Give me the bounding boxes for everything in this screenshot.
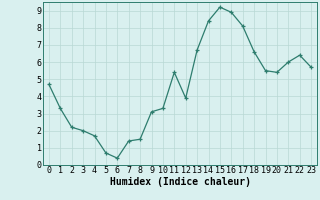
X-axis label: Humidex (Indice chaleur): Humidex (Indice chaleur)	[109, 177, 251, 187]
